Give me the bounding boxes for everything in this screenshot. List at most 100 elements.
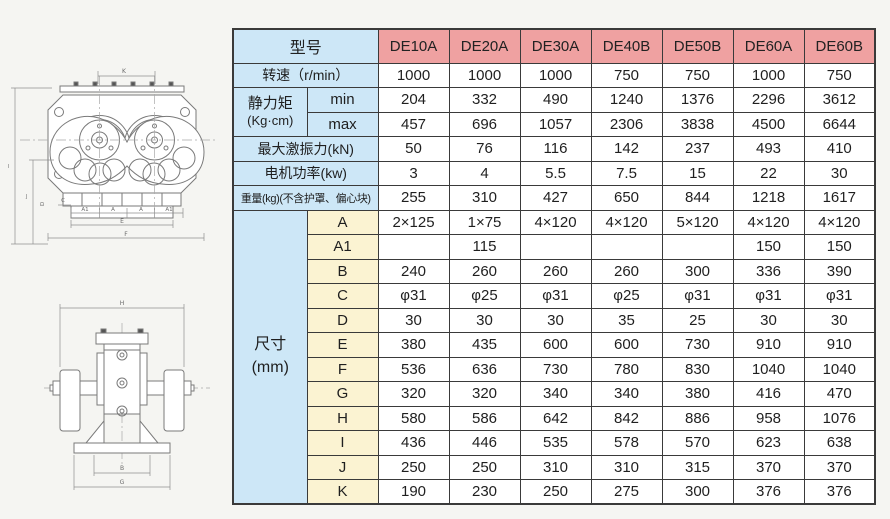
cell-value: 7.5 — [590, 160, 663, 186]
dim-label-h: H — [120, 300, 125, 307]
cell-value: 844 — [661, 185, 734, 211]
cell-value: 730 — [661, 332, 734, 358]
cell-value: φ25 — [448, 283, 521, 309]
row-label-dim: G — [306, 381, 379, 407]
cell-value: 910 — [803, 332, 876, 358]
model-corner-label: 型号 — [232, 28, 379, 64]
model-header: DE60B — [803, 28, 876, 64]
row-label-dim: F — [306, 356, 379, 382]
table-header-row: 型号 DE10A DE20A DE30A DE40B DE50B DE60A D… — [232, 28, 876, 64]
row-label-speed: 转速（r/min） — [232, 62, 379, 88]
group-label-static-moment: 静力矩 (Kg·cm) — [232, 87, 308, 137]
cell-value: 1000 — [377, 62, 450, 88]
dim-label-a1-left: A1 — [81, 207, 88, 213]
table-row-static-moment-max: max 457 696 1057 2306 3838 4500 6644 — [233, 111, 876, 137]
row-label-weight: 重量(kg)(不含护罩、偏心块) — [232, 185, 379, 211]
cell-value: 623 — [732, 430, 805, 456]
cell-value: 535 — [519, 430, 592, 456]
cell-value: 642 — [519, 405, 592, 431]
cell-value: 30 — [803, 307, 876, 333]
cell-value: 886 — [661, 405, 734, 431]
cell-value: 332 — [448, 87, 521, 113]
cell-value: 230 — [448, 479, 521, 505]
cell-value: 830 — [661, 356, 734, 382]
dim-label-b: B — [120, 465, 124, 472]
cell-value: 427 — [519, 185, 592, 211]
table-row-dim-H: H 580 586 642 842 886 958 1076 — [233, 405, 876, 431]
cell-value: 436 — [377, 430, 450, 456]
row-label-dim: C — [306, 283, 379, 309]
cell-value: 310 — [519, 454, 592, 480]
cell-value: 150 — [732, 234, 805, 260]
row-label-dim: A — [306, 209, 379, 235]
cell-value: 340 — [590, 381, 663, 407]
cell-value: 750 — [661, 62, 734, 88]
cell-value: 6644 — [803, 111, 876, 137]
group-label-line2: (Kg·cm) — [247, 113, 294, 129]
cell-value: 416 — [732, 381, 805, 407]
cell-value: 240 — [377, 258, 450, 284]
cell-value: 370 — [732, 454, 805, 480]
model-header: DE60A — [732, 28, 805, 64]
cell-value: 142 — [590, 136, 663, 162]
cell-value: 1000 — [448, 62, 521, 88]
cell-value: 1040 — [803, 356, 876, 382]
cell-value: 1376 — [661, 87, 734, 113]
cell-value: 380 — [377, 332, 450, 358]
group-label-line2: (mm) — [251, 359, 289, 377]
dim-label-e: E — [120, 218, 124, 225]
cell-value: 76 — [448, 136, 521, 162]
model-header: DE40B — [590, 28, 663, 64]
dim-label-i: I — [8, 164, 9, 170]
cell-value: 578 — [590, 430, 663, 456]
cell-value: 1240 — [590, 87, 663, 113]
cell-value: φ31 — [661, 283, 734, 309]
cell-value: 2×125 — [377, 209, 450, 235]
cell-value: 730 — [519, 356, 592, 382]
cell-value: 300 — [661, 479, 734, 505]
cell-value: 22 — [732, 160, 805, 186]
cell-value — [590, 234, 663, 260]
cell-value: 1×75 — [448, 209, 521, 235]
cell-value: 750 — [590, 62, 663, 88]
cell-value: 410 — [803, 136, 876, 162]
table-row-dim-D: D 30 30 30 35 25 30 30 — [233, 307, 876, 333]
table-row-dim-E: E 380 435 600 600 730 910 910 — [233, 332, 876, 358]
model-header: DE10A — [377, 28, 450, 64]
cell-value: 696 — [448, 111, 521, 137]
cell-value: 315 — [661, 454, 734, 480]
cell-value: 580 — [377, 405, 450, 431]
row-label-dim: E — [306, 332, 379, 358]
cell-value: 116 — [519, 136, 592, 162]
dim-label-d: D — [40, 202, 46, 206]
cell-value: 1076 — [803, 405, 876, 431]
group-label-dimensions: 尺寸 (mm) — [232, 209, 308, 505]
table-row-dim-K: K 190 230 250 275 300 376 376 — [233, 479, 876, 505]
dim-label-a-left: A — [111, 207, 115, 213]
cell-value: 490 — [519, 87, 592, 113]
table-row-dim-A: 尺寸 (mm) A 2×125 1×75 4×120 4×120 5×120 4… — [232, 209, 876, 505]
cell-value: 30 — [803, 160, 876, 186]
cell-value: 600 — [590, 332, 663, 358]
cell-value: 2306 — [590, 111, 663, 137]
cell-value: 30 — [448, 307, 521, 333]
cell-value: 446 — [448, 430, 521, 456]
cell-value: 650 — [590, 185, 663, 211]
cell-value: 1218 — [732, 185, 805, 211]
cell-value: 4×120 — [732, 209, 805, 235]
cell-value: 50 — [377, 136, 450, 162]
cell-value: 2296 — [732, 87, 805, 113]
cell-value: 30 — [732, 307, 805, 333]
cell-value: 336 — [732, 258, 805, 284]
technical-drawing-front-view: H B G — [44, 300, 210, 490]
cell-value: 260 — [448, 258, 521, 284]
cell-value: 15 — [661, 160, 734, 186]
dim-label-a1-right: A1 — [165, 207, 172, 213]
table-row-dim-A1: A1 115 150 150 — [233, 234, 876, 260]
cell-value: φ25 — [590, 283, 663, 309]
cell-value: 35 — [590, 307, 663, 333]
cell-value: 1617 — [803, 185, 876, 211]
cell-value: φ31 — [519, 283, 592, 309]
cell-value: 1000 — [519, 62, 592, 88]
